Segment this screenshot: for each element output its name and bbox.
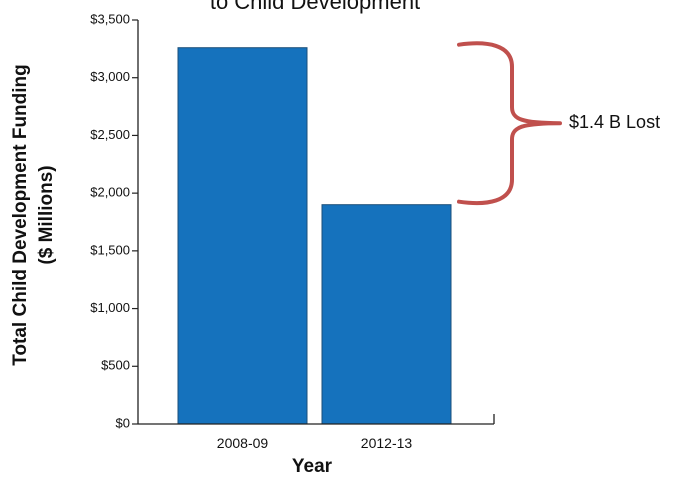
y-axis-ticks: $0 $500 $1,000 $1,500 $2,000 $2,500 $3,000 $3,5… bbox=[90, 11, 138, 430]
y-tick-label: $1,000 bbox=[90, 300, 130, 315]
y-axis-title: Total Child Development Funding ($ Milli… bbox=[10, 64, 57, 366]
y-tick-label: $2,500 bbox=[90, 127, 130, 142]
bar-2012-13 bbox=[321, 204, 452, 425]
x-axis-title: Year bbox=[292, 456, 333, 477]
chart-title: to Child Development bbox=[210, 0, 420, 14]
x-axis-categories: 2008-09 2012-13 bbox=[217, 435, 413, 451]
loss-annotation: $1.4 B Lost bbox=[457, 41, 660, 206]
y-axis-title-line-1: Total Child Development Funding bbox=[10, 64, 31, 366]
y-tick-label: $1,500 bbox=[90, 242, 130, 257]
bars bbox=[177, 47, 452, 425]
bar-2008-09 bbox=[177, 47, 308, 425]
y-tick-label: $3,500 bbox=[90, 11, 130, 26]
y-tick-label: $0 bbox=[116, 415, 130, 430]
y-tick-label: $500 bbox=[101, 358, 130, 373]
y-tick-label: $2,000 bbox=[90, 185, 130, 200]
loss-annotation-label: $1.4 B Lost bbox=[569, 112, 660, 132]
curly-brace-icon bbox=[457, 41, 562, 206]
y-tick-label: $3,000 bbox=[90, 69, 130, 84]
x-category-label: 2008-09 bbox=[217, 435, 269, 451]
x-category-label: 2012-13 bbox=[361, 435, 413, 451]
y-axis-title-line-2: ($ Millions) bbox=[36, 165, 57, 264]
